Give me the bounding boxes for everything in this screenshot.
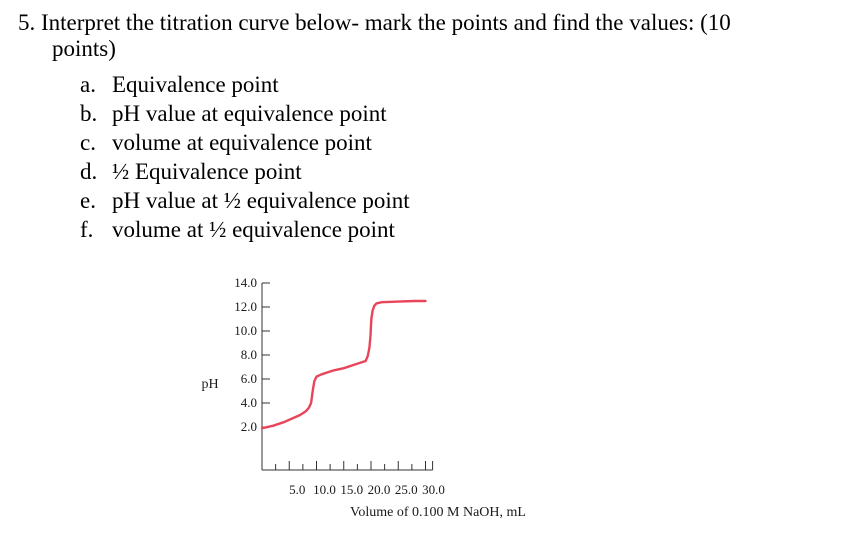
item-b: b. pH value at equivalence point xyxy=(80,99,410,128)
item-f: f. volume at ½ equivalence point xyxy=(80,215,410,244)
question-line-2: points) xyxy=(52,36,116,61)
item-e: e. pH value at ½ equivalence point xyxy=(80,186,410,215)
question-line-1: 5. Interpret the titration curve below- … xyxy=(18,10,848,36)
y-tick-label: 8.0 xyxy=(241,347,257,362)
x-tick-label: 15.0 xyxy=(340,482,363,497)
x-axis-label: Volume of 0.100 M NaOH, mL xyxy=(350,505,526,520)
question-number: 5. xyxy=(18,10,36,35)
y-tick-label: 14.0 xyxy=(234,275,257,290)
item-text: pH value at equivalence point xyxy=(112,101,387,126)
y-tick-label: 10.0 xyxy=(234,323,257,338)
item-letter: b. xyxy=(80,101,98,126)
item-text: pH value at ½ equivalence point xyxy=(112,188,410,213)
x-tick-label: 25.0 xyxy=(395,482,418,497)
x-tick-label: 10.0 xyxy=(313,482,336,497)
question-text-line1: Interpret the titration curve below- mar… xyxy=(41,10,731,35)
item-text: Equivalence point xyxy=(112,72,279,97)
question-items: a. Equivalence point b. pH value at equiva… xyxy=(80,70,410,244)
item-letter: a. xyxy=(80,72,96,97)
item-text: volume at equivalence point xyxy=(112,130,372,155)
item-text: ½ Equivalence point xyxy=(112,159,302,184)
x-tick-label: 5.0 xyxy=(289,482,305,497)
titration-curve-line xyxy=(260,299,427,430)
y-tick-label: 12.0 xyxy=(234,299,257,314)
y-tick-label: 6.0 xyxy=(241,371,257,386)
y-tick-label: 4.0 xyxy=(241,395,257,410)
x-tick-label: 20.0 xyxy=(368,482,391,497)
item-letter: e. xyxy=(80,188,96,213)
item-c: c. volume at equivalence point xyxy=(80,128,410,157)
item-text: volume at ½ equivalence point xyxy=(112,217,395,242)
y-axis-label: pH xyxy=(201,377,218,392)
item-a: a. Equivalence point xyxy=(80,70,410,99)
question-text: 5. Interpret the titration curve below- … xyxy=(18,10,848,62)
item-d: d. ½ Equivalence point xyxy=(80,157,410,186)
item-letter: d. xyxy=(80,159,98,184)
y-tick-label: 2.0 xyxy=(241,419,257,434)
item-letter: c. xyxy=(80,130,96,155)
item-letter: f. xyxy=(80,217,94,242)
x-tick-label: 30.0 xyxy=(422,482,445,497)
